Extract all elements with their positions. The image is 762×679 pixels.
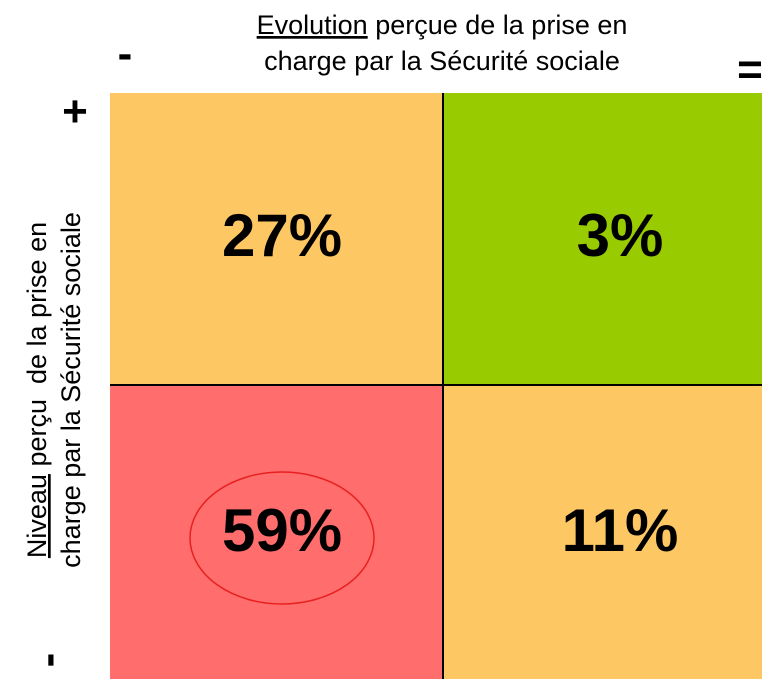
x-axis-high: = [737,45,762,94]
cell-bottom-right [443,385,762,679]
x-axis-underlined: Evolution [257,10,368,40]
y-axis-label: Niveau perçu de la prise en [22,222,52,558]
cell-value: 11% [562,497,679,564]
x-axis-low: - [118,29,133,78]
y-axis-high: + [62,87,88,136]
y-axis-label-line2: charge par la Sécurité sociale [56,212,86,568]
cell-top-right [443,93,762,385]
y-axis-underlined: Niveau [22,474,52,558]
highlight-ellipse [189,471,375,605]
y-axis-low: - [23,653,72,668]
y-axis-rest: perçu de la prise en [22,222,52,474]
x-axis-label-line2: charge par la Sécurité sociale [264,46,620,76]
cell-value: 27% [222,202,342,269]
cell-value: 59% [222,497,342,564]
cell-bottom-left [110,385,443,679]
x-axis-rest: perçue de la prise en [368,10,628,40]
x-axis-label: Evolution perçue de la prise en [257,10,628,40]
cell-value: 3% [577,202,664,269]
cell-top-left [110,93,443,385]
